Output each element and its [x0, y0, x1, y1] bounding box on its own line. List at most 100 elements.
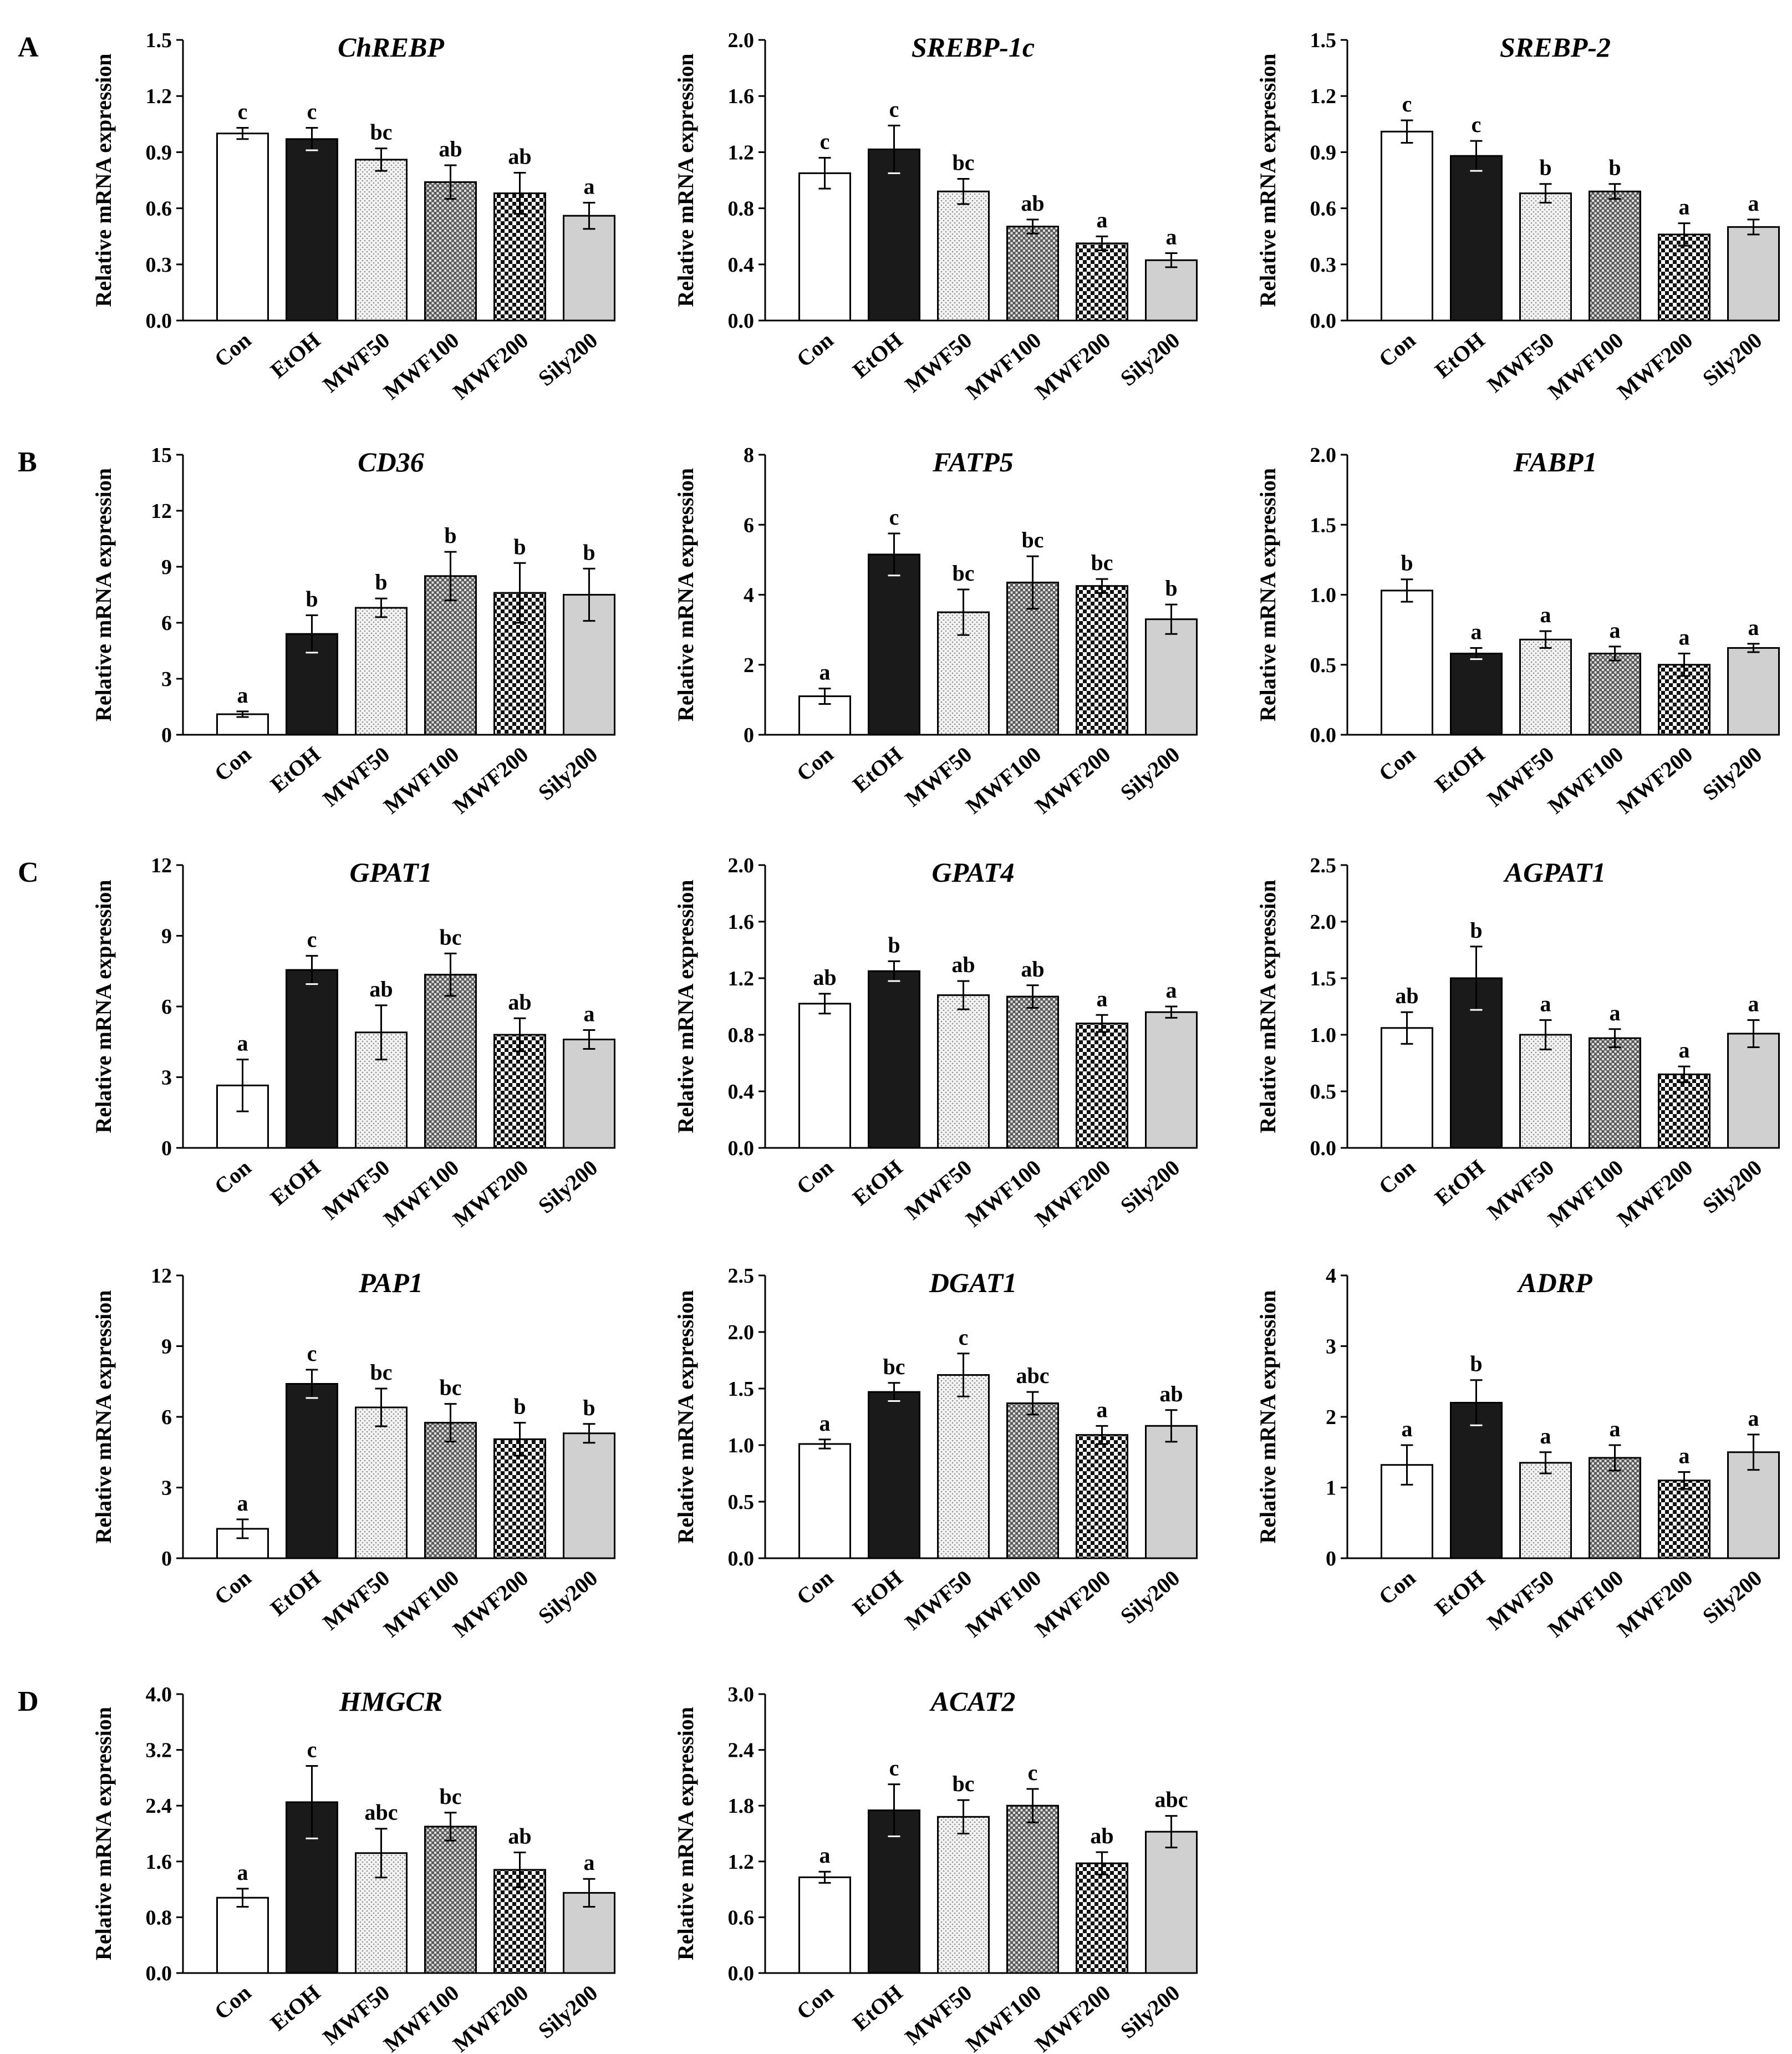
y-tick-label: 1.5: [728, 1377, 755, 1401]
category-label: MWF200: [448, 1980, 533, 2054]
y-tick-label: 0.0: [728, 1137, 755, 1160]
category-label: Con: [210, 1980, 256, 2024]
significance-label: ab: [508, 989, 531, 1014]
chart-title: ACAT2: [929, 1686, 1016, 1717]
y-tick-label: 2.0: [1310, 911, 1337, 934]
category-label: EtOH: [848, 327, 907, 383]
y-tick-label: 6: [744, 514, 754, 537]
significance-label: ab: [1159, 1381, 1183, 1406]
y-tick-label: 0: [161, 724, 172, 747]
category-label: Sily200: [533, 741, 602, 805]
y-tick-label: 12: [151, 1264, 172, 1288]
y-axis-label: Relative mRNA expression: [673, 880, 698, 1133]
bar-mwf100: [1589, 1457, 1641, 1559]
significance-label: c: [307, 99, 317, 124]
chart-chrebp: ChREBP 0.0 0.3 0.6 0.9 1.2 1.5 Relative mRNA ex…: [91, 29, 615, 404]
y-tick-label: 1.2: [146, 85, 172, 108]
bar-mwf200: [1076, 585, 1128, 736]
category-label: MWF100: [379, 741, 464, 818]
significance-label: c: [1472, 112, 1482, 137]
bar-mwf50: [937, 1816, 990, 1974]
category-label: Con: [210, 741, 256, 786]
chart-dgat1: DGAT1 0.0 0.5 1.0 1.5 2.0 2.5 Relative mRNA exp…: [673, 1264, 1198, 1642]
significance-label: b: [1165, 576, 1177, 601]
significance-label: ab: [1090, 1823, 1113, 1848]
panel-label-c: C: [18, 857, 39, 888]
bar-con: [1381, 1027, 1433, 1149]
y-tick-label: 0.8: [728, 197, 755, 221]
chart-gpat4: GPAT4 0.0 0.4 0.8 1.2 1.6 2.0 Relative mRNA exp…: [673, 854, 1198, 1232]
bar-sily200: [1727, 1033, 1780, 1149]
significance-label: ab: [1395, 983, 1418, 1008]
y-tick-label: 0.5: [1310, 654, 1337, 677]
significance-label: a: [1748, 991, 1759, 1016]
y-tick-label: 1.0: [1310, 1024, 1337, 1047]
category-label: Sily200: [1116, 1155, 1184, 1218]
category-label: Sily200: [533, 1980, 602, 2043]
category-label: Sily200: [1116, 1565, 1184, 1628]
y-tick-label: 9: [161, 925, 172, 948]
category-label: MWF200: [1612, 327, 1697, 404]
significance-label: b: [1608, 155, 1621, 180]
y-tick-label: 12: [151, 500, 172, 523]
bar-con: [798, 1443, 851, 1559]
bar-mwf200: [1076, 1434, 1128, 1559]
significance-label: a: [1097, 986, 1108, 1011]
category-label: EtOH: [1430, 327, 1489, 383]
bar-etoh: [868, 148, 920, 322]
bar-con: [798, 695, 851, 736]
significance-label: a: [819, 1411, 831, 1436]
y-tick-label: 0.0: [146, 1962, 172, 1985]
bar-mwf50: [355, 1406, 408, 1559]
chart-title: GPAT1: [349, 857, 432, 888]
y-axis-label: Relative mRNA expression: [1255, 468, 1280, 721]
y-tick-label: 15: [151, 444, 172, 467]
y-tick-label: 0.4: [728, 253, 755, 277]
y-tick-label: 3: [161, 1477, 172, 1500]
category-label: EtOH: [1430, 1155, 1489, 1210]
chart-title: FABP1: [1513, 446, 1597, 477]
y-tick-label: 0.0: [146, 309, 172, 333]
chart-fatp5: FATP5 0 2 4 6 8 Relative mRNA expression a Con c E…: [673, 444, 1198, 818]
y-tick-label: 4: [1326, 1264, 1336, 1288]
y-tick-label: 1: [1326, 1477, 1336, 1500]
significance-label: a: [237, 683, 248, 708]
bar-mwf100: [1006, 1402, 1059, 1559]
bar-mwf200: [1076, 1023, 1128, 1149]
category-label: MWF100: [961, 327, 1046, 404]
category-label: EtOH: [266, 1980, 325, 2035]
category-label: EtOH: [266, 1565, 325, 1620]
y-tick-label: 2.0: [1310, 444, 1337, 467]
panel-label-a: A: [18, 32, 39, 63]
category-label: Con: [792, 1565, 838, 1609]
significance-label: a: [584, 174, 595, 199]
chart-title: PAP1: [358, 1267, 423, 1298]
y-tick-label: 3.2: [146, 1739, 172, 1762]
category-label: MWF200: [448, 741, 533, 818]
bar-mwf200: [1658, 1480, 1710, 1559]
chart-srebp-2: SREBP-2 0.0 0.3 0.6 0.9 1.2 1.5 Relative mRNA e…: [1255, 29, 1780, 404]
category-label: MWF200: [1612, 741, 1697, 818]
significance-label: a: [1402, 1416, 1413, 1441]
bar-mwf100: [1006, 995, 1059, 1149]
significance-label: a: [1748, 191, 1759, 216]
category-label: Sily200: [533, 327, 602, 390]
bar-etoh: [286, 969, 338, 1149]
y-tick-label: 6: [161, 612, 172, 635]
category-label: Sily200: [1698, 327, 1766, 390]
bar-con: [216, 133, 269, 322]
y-tick-label: 1.5: [1310, 29, 1337, 52]
y-tick-label: 0.6: [146, 197, 172, 221]
y-tick-label: 9: [161, 556, 172, 579]
category-label: MWF200: [1612, 1155, 1697, 1232]
category-label: EtOH: [848, 741, 907, 797]
significance-label: c: [889, 505, 899, 530]
bar-mwf50: [355, 159, 408, 322]
bar-etoh: [868, 970, 920, 1149]
y-tick-label: 1.5: [146, 29, 172, 52]
y-tick-label: 0.0: [728, 1547, 755, 1570]
significance-label: a: [237, 1491, 248, 1516]
y-axis-label: Relative mRNA expression: [673, 1290, 698, 1544]
y-tick-label: 0.5: [1310, 1080, 1337, 1104]
significance-label: a: [1748, 1406, 1759, 1431]
